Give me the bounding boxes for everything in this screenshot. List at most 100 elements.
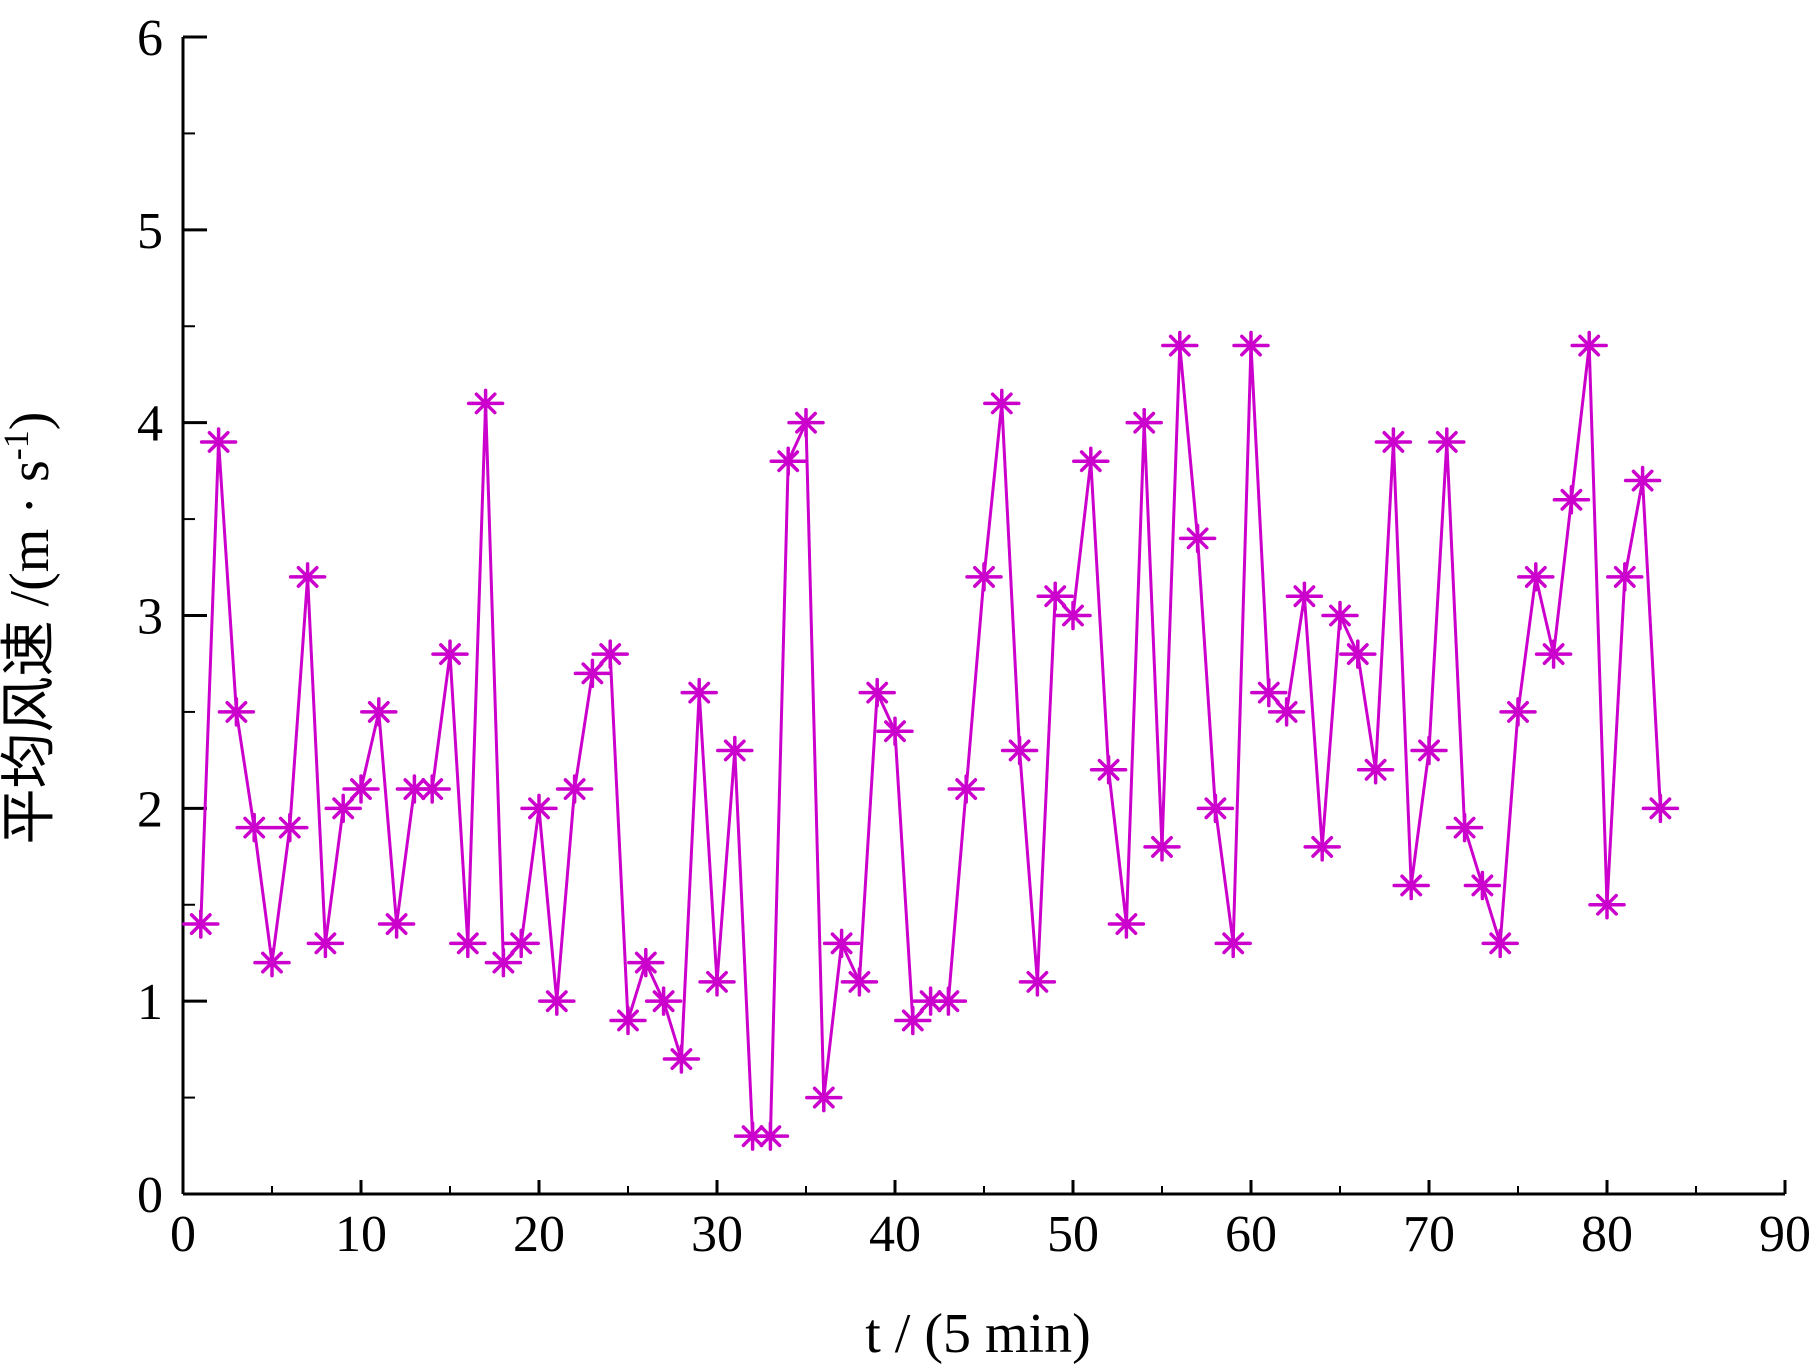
data-point-marker [1481, 928, 1519, 959]
data-point-marker [235, 812, 273, 843]
data-point-marker [1214, 928, 1252, 959]
data-point-marker [662, 1044, 701, 1074]
data-point-marker [199, 427, 238, 457]
y-tick-label: 6 [137, 10, 163, 67]
y-tick-label: 1 [137, 974, 163, 1031]
data-point-marker [929, 986, 968, 1016]
data-point-marker [1232, 330, 1270, 361]
x-tick-label: 90 [1759, 1206, 1811, 1263]
data-point-marker [1089, 755, 1128, 785]
data-point-marker [1552, 485, 1591, 515]
data-point-marker [413, 774, 451, 804]
data-point-marker [1374, 427, 1413, 457]
data-point-marker [1339, 639, 1377, 669]
data-point-marker [1285, 581, 1324, 611]
data-point-marker [502, 928, 540, 959]
data-point-marker [1250, 677, 1288, 708]
data-point-marker [840, 967, 879, 997]
y-tick-label: 4 [137, 396, 163, 453]
y-tick-label: 5 [137, 203, 163, 260]
data-point-marker [324, 793, 362, 824]
data-point-marker [1054, 600, 1092, 631]
y-tick-label: 0 [137, 1167, 163, 1224]
y-axis-title: 平均风速 /(m · s-1) [0, 412, 61, 845]
data-point-marker [1018, 967, 1057, 997]
data-point-marker [947, 774, 985, 804]
data-point-marker [698, 967, 736, 997]
x-tick-label: 80 [1581, 1206, 1633, 1263]
data-point-marker [805, 1082, 843, 1113]
data-point-marker [306, 928, 345, 959]
x-axis-title: t / (5 min) [865, 1303, 1091, 1365]
data-point-marker [751, 1121, 790, 1151]
data-point-marker [769, 446, 807, 476]
x-tick-label: 10 [335, 1206, 387, 1263]
data-point-marker [1196, 793, 1235, 824]
data-point-marker [182, 909, 220, 939]
data-point-marker [627, 947, 665, 978]
data-point-marker [1588, 890, 1626, 920]
data-point-marker [894, 1005, 932, 1036]
x-tick-label: 40 [869, 1206, 921, 1263]
x-tick-label: 70 [1403, 1206, 1455, 1263]
x-tick-label: 60 [1225, 1206, 1277, 1263]
y-axis-title-close: ) [0, 412, 61, 431]
data-point-marker [591, 639, 629, 669]
y-axis-title-superscript: -1 [0, 430, 36, 460]
x-tick-label: 0 [170, 1206, 196, 1263]
data-point-marker [1517, 562, 1555, 592]
data-point-marker [876, 716, 914, 746]
data-point-marker [822, 928, 861, 959]
data-point-marker [1623, 465, 1662, 496]
data-point-marker [466, 388, 505, 419]
data-point-marker [1534, 639, 1573, 669]
data-point-marker [538, 986, 576, 1016]
data-point-marker [787, 407, 825, 438]
series-layer [182, 330, 1680, 1151]
data-point-marker [573, 658, 612, 689]
data-point-marker [1410, 735, 1448, 766]
data-point-marker [484, 947, 523, 978]
data-point-marker [1143, 832, 1181, 862]
data-point-marker [360, 697, 398, 727]
data-point-marker [1178, 523, 1217, 554]
data-point-marker [644, 986, 683, 1016]
data-point-marker [377, 909, 416, 939]
data-point-marker [1125, 407, 1163, 438]
data-point-marker [983, 388, 1021, 419]
data-point-marker [1392, 870, 1430, 901]
data-point-marker [555, 774, 594, 804]
y-axis-title-main: 平均风速 /(m · s [0, 460, 61, 844]
data-point-marker [858, 677, 896, 708]
data-point-marker [1267, 697, 1306, 727]
y-tick-label: 3 [137, 589, 163, 646]
data-point-marker [431, 639, 469, 669]
data-point-marker [449, 928, 487, 959]
data-point-marker [1036, 581, 1074, 611]
data-point-marker [1000, 735, 1039, 766]
series-line [199, 344, 1662, 1138]
x-tick-label: 20 [513, 1206, 565, 1263]
data-point-marker [1463, 870, 1502, 901]
data-point-marker [1570, 330, 1608, 361]
data-point-marker [716, 735, 754, 766]
data-point-marker [1161, 330, 1199, 361]
data-point-marker [1356, 755, 1395, 785]
axes: 0 10 20 30 40 50 60 70 80 90 0 1 2 3 4 5 6 [137, 10, 1811, 1263]
data-point-marker [1499, 697, 1537, 727]
data-point-marker [680, 677, 718, 708]
data-point-marker [1072, 446, 1110, 476]
data-point-marker [1445, 812, 1484, 843]
y-tick-label: 2 [137, 781, 163, 838]
data-point-marker [271, 812, 309, 843]
data-point-marker [965, 562, 1003, 592]
data-point-marker [1606, 562, 1644, 592]
data-point-marker [288, 562, 327, 592]
data-point-marker [253, 947, 291, 978]
data-point-marker [1321, 600, 1359, 631]
data-point-marker [609, 1005, 647, 1036]
data-point-marker [1107, 909, 1146, 939]
x-tick-label: 30 [691, 1206, 743, 1263]
data-point-marker [1428, 427, 1466, 457]
